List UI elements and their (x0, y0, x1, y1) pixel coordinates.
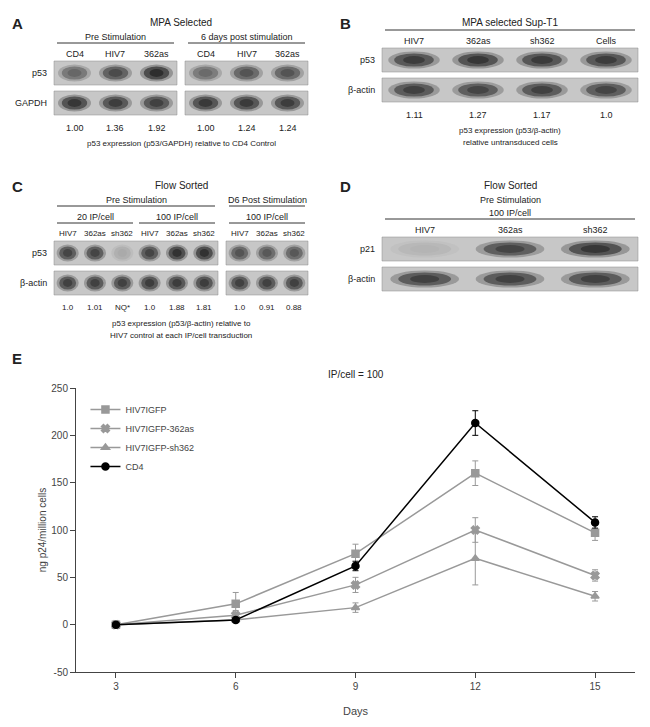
svg-text:Pre Stimulation: Pre Stimulation (480, 195, 541, 205)
svg-text:1.81: 1.81 (196, 303, 212, 312)
svg-text:362as: 362as (498, 225, 523, 235)
svg-text:MPA selected Sup-T1: MPA selected Sup-T1 (462, 17, 558, 28)
svg-text:p53: p53 (32, 248, 47, 258)
svg-text:NQ*: NQ* (115, 303, 130, 312)
svg-text:362as: 362as (166, 229, 188, 238)
svg-text:HIV7IGFP: HIV7IGFP (125, 405, 166, 415)
svg-text:362as: 362as (275, 49, 300, 59)
svg-text:0: 0 (62, 619, 68, 630)
svg-text:β-actin: β-actin (20, 278, 47, 288)
svg-text:HIV7: HIV7 (231, 229, 249, 238)
svg-text:ng p24/million cells: ng p24/million cells (37, 488, 48, 573)
svg-text:-50: -50 (54, 667, 69, 678)
svg-text:sh362: sh362 (283, 229, 305, 238)
svg-text:15: 15 (590, 681, 602, 692)
svg-text:1.0: 1.0 (144, 303, 156, 312)
svg-text:sh362: sh362 (530, 36, 555, 46)
svg-text:A: A (12, 15, 23, 32)
svg-text:HIV7: HIV7 (404, 36, 424, 46)
svg-text:6: 6 (233, 681, 239, 692)
svg-text:p53: p53 (360, 55, 375, 65)
svg-text:1.0: 1.0 (234, 303, 246, 312)
svg-text:362as: 362as (256, 229, 278, 238)
svg-text:1.0: 1.0 (62, 303, 74, 312)
svg-text:p53 expression (p53/β-actin) r: p53 expression (p53/β-actin) relative to (112, 319, 251, 328)
svg-text:1.00: 1.00 (66, 123, 84, 133)
svg-text:B: B (340, 15, 351, 32)
svg-text:sh362: sh362 (111, 229, 133, 238)
svg-text:6 days post stimulation: 6 days post stimulation (201, 32, 293, 42)
svg-text:12: 12 (470, 681, 482, 692)
svg-text:p53 expression (p53/GAPDH) rel: p53 expression (p53/GAPDH) relative to C… (87, 139, 276, 148)
svg-text:CD4: CD4 (66, 49, 84, 59)
svg-text:9: 9 (353, 681, 359, 692)
svg-text:β-actin: β-actin (348, 85, 375, 95)
svg-text:p53 expression (p53/β-actin): p53 expression (p53/β-actin) (459, 126, 561, 135)
svg-text:HIV7 control at each IP/cell t: HIV7 control at each IP/cell transductio… (110, 331, 252, 340)
svg-text:Flow Sorted: Flow Sorted (155, 180, 208, 191)
svg-text:150: 150 (51, 477, 68, 488)
svg-text:D: D (340, 178, 351, 195)
svg-text:C: C (12, 178, 23, 195)
svg-text:100 IP/cell: 100 IP/cell (489, 208, 531, 218)
svg-text:HIV7: HIV7 (237, 49, 257, 59)
svg-text:HIV7: HIV7 (59, 229, 77, 238)
svg-text:Pre Stimulation: Pre Stimulation (85, 32, 146, 42)
svg-text:20 IP/cell: 20 IP/cell (77, 212, 114, 222)
svg-text:3: 3 (113, 681, 119, 692)
svg-text:HIV7IGFP-sh362: HIV7IGFP-sh362 (125, 443, 194, 453)
svg-text:50: 50 (57, 572, 69, 583)
svg-text:362as: 362as (84, 229, 106, 238)
svg-text:GAPDH: GAPDH (15, 98, 47, 108)
svg-text:200: 200 (51, 430, 68, 441)
svg-text:CD4: CD4 (125, 462, 143, 472)
svg-text:1.01: 1.01 (87, 303, 103, 312)
svg-text:E: E (12, 350, 22, 367)
svg-text:Cells: Cells (596, 36, 617, 46)
svg-text:β-actin: β-actin (348, 274, 375, 284)
svg-text:1.88: 1.88 (169, 303, 185, 312)
svg-text:sh362: sh362 (193, 229, 215, 238)
svg-text:IP/cell = 100: IP/cell = 100 (328, 369, 384, 380)
svg-text:0.88: 0.88 (286, 303, 302, 312)
svg-text:1.36: 1.36 (106, 123, 124, 133)
svg-text:sh362: sh362 (583, 225, 608, 235)
svg-text:250: 250 (51, 383, 68, 394)
svg-text:Pre Stimulation: Pre Stimulation (106, 195, 167, 205)
svg-text:Days: Days (343, 705, 369, 717)
svg-text:D6 Post Stimulation: D6 Post Stimulation (228, 195, 307, 205)
svg-text:1.11: 1.11 (406, 110, 423, 120)
svg-text:MPA Selected: MPA Selected (150, 17, 212, 28)
svg-text:1.0: 1.0 (600, 110, 613, 120)
svg-text:HIV7: HIV7 (141, 229, 159, 238)
svg-text:362as: 362as (466, 36, 491, 46)
svg-text:1.92: 1.92 (148, 123, 166, 133)
svg-text:1.24: 1.24 (279, 123, 297, 133)
svg-text:100 IP/cell: 100 IP/cell (246, 212, 288, 222)
svg-text:HIV7IGFP-362as: HIV7IGFP-362as (125, 424, 194, 434)
svg-text:1.24: 1.24 (238, 123, 256, 133)
svg-text:362as: 362as (144, 49, 169, 59)
svg-text:p21: p21 (360, 244, 375, 254)
svg-text:1.00: 1.00 (197, 123, 215, 133)
svg-text:HIV7: HIV7 (105, 49, 125, 59)
svg-text:1.27: 1.27 (469, 110, 487, 120)
svg-text:100 IP/cell: 100 IP/cell (156, 212, 198, 222)
svg-text:p53: p53 (32, 68, 47, 78)
svg-text:100: 100 (51, 525, 68, 536)
svg-text:HIV7: HIV7 (415, 225, 435, 235)
svg-text:relative untransduced cells: relative untransduced cells (463, 138, 558, 147)
svg-text:CD4: CD4 (197, 49, 215, 59)
svg-text:0.91: 0.91 (259, 303, 275, 312)
svg-text:1.17: 1.17 (533, 110, 551, 120)
svg-text:Flow Sorted: Flow Sorted (484, 180, 537, 191)
